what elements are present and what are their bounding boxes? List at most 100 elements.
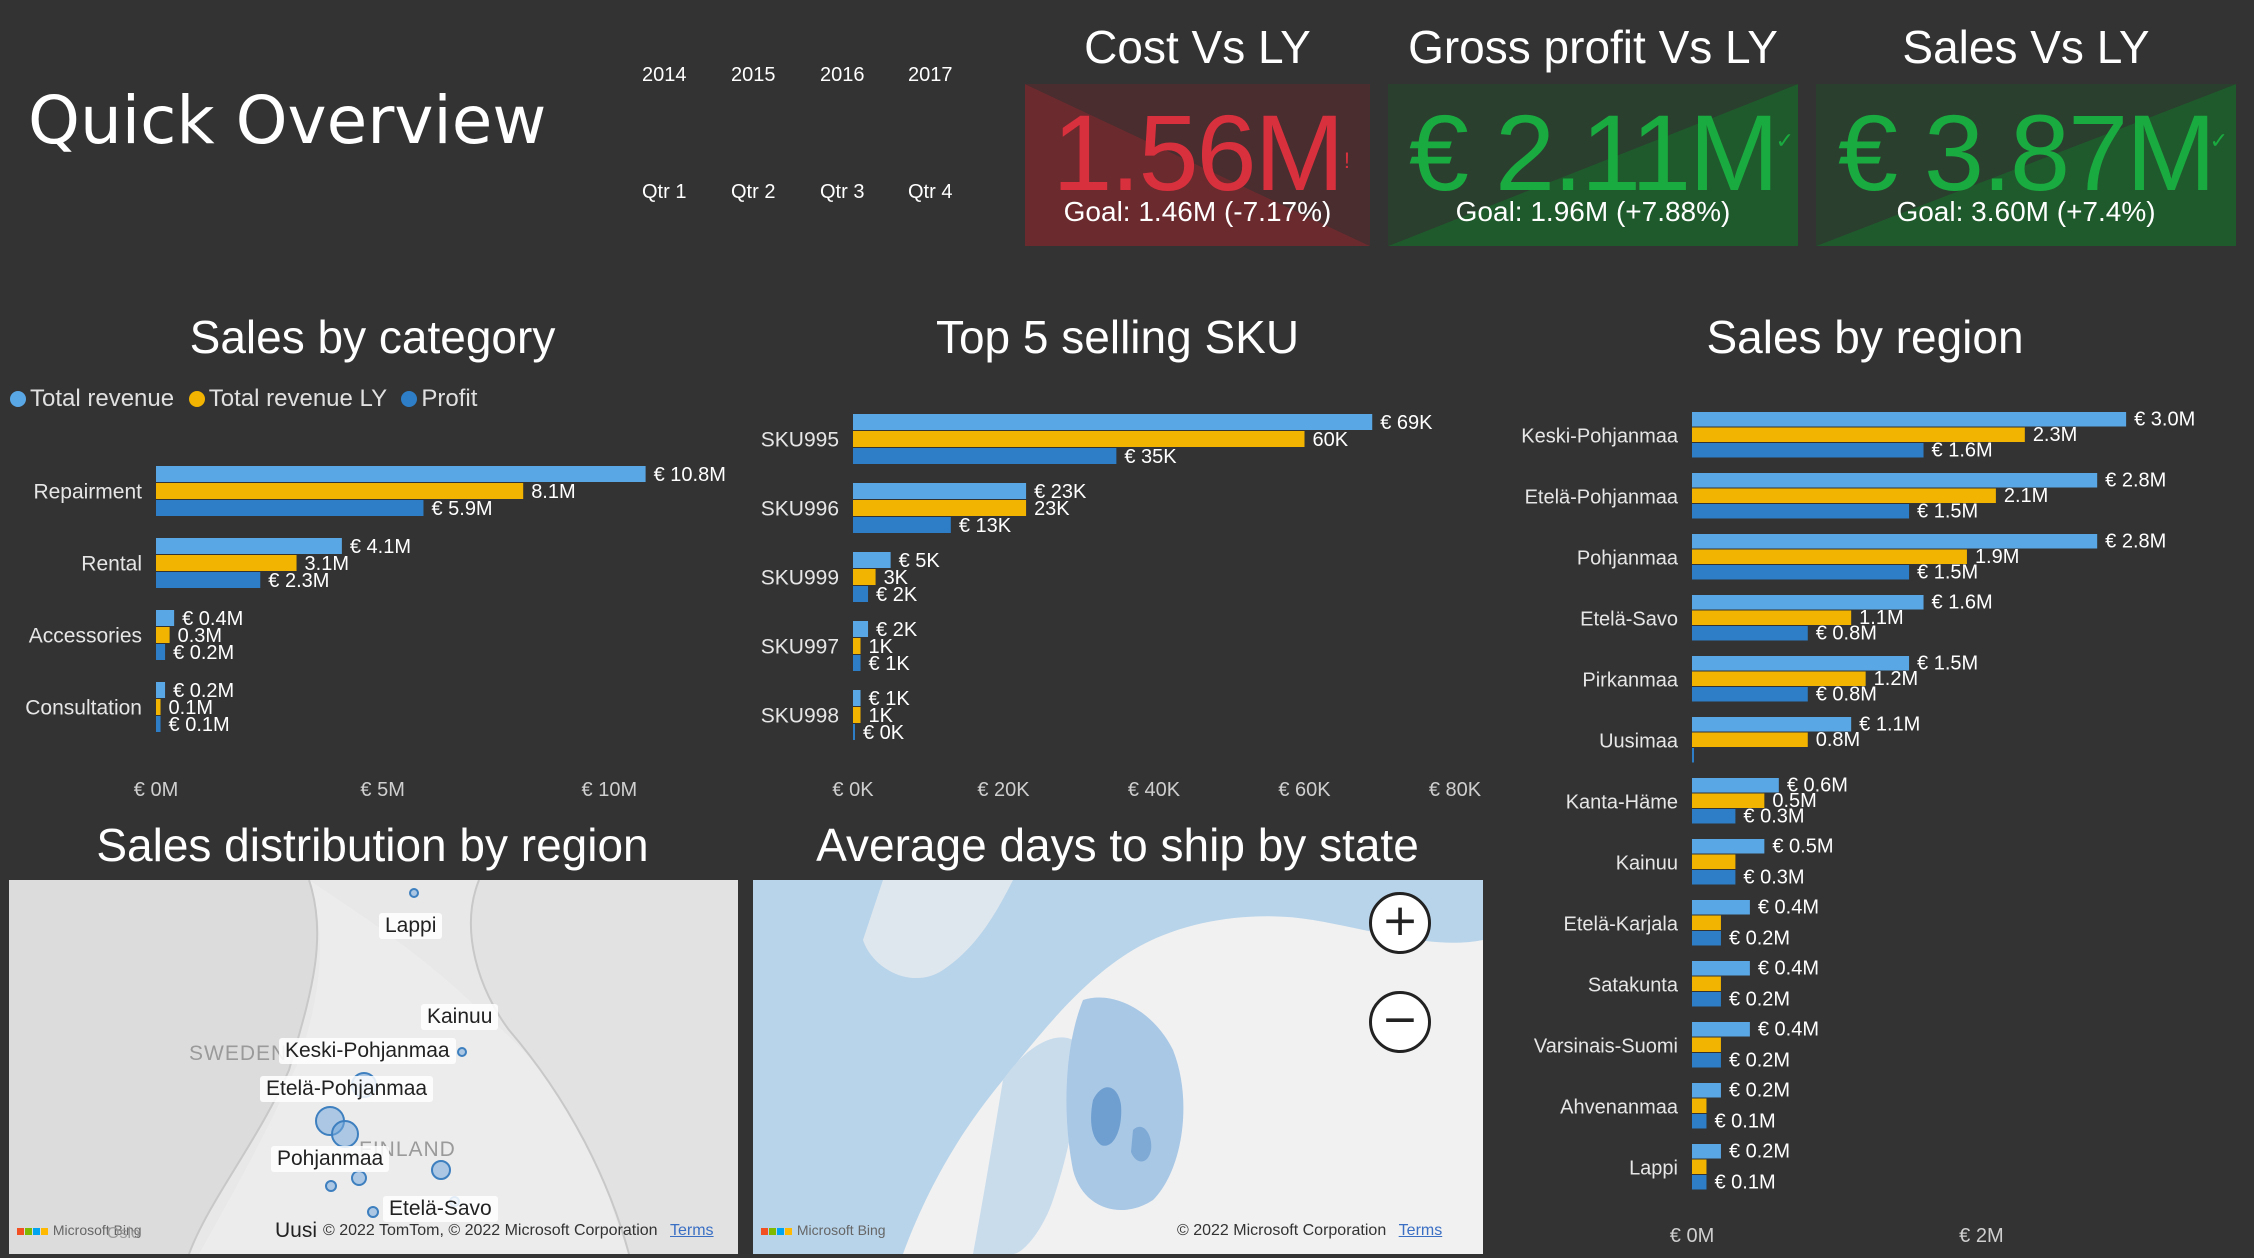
bar-total-revenue[interactable] [1692, 534, 2098, 549]
bar-total-revenue-ly[interactable] [853, 707, 861, 723]
terms-link[interactable]: Terms [670, 1222, 714, 1239]
sales-by-category-chart[interactable]: Repairment € 10.8M 8.1M € 5.9M Rental € 4.1M3… [0, 440, 745, 810]
bar-total-revenue[interactable] [1692, 961, 1750, 976]
bar-total-revenue[interactable] [1692, 1022, 1750, 1037]
bar-total-revenue-ly[interactable] [1692, 854, 1736, 870]
map-bubble[interactable] [367, 1206, 379, 1218]
year-slicer-2014[interactable]: 2014 [642, 64, 687, 86]
bar-profit[interactable] [1692, 1175, 1707, 1190]
zoom-in-button[interactable]: + [1369, 892, 1431, 954]
bar-total-revenue[interactable] [1692, 1144, 1721, 1159]
bar-total-revenue-ly[interactable] [1692, 549, 1967, 565]
bar-total-revenue-ly[interactable] [1692, 1037, 1721, 1053]
bar-profit[interactable] [1692, 992, 1721, 1007]
legend-item-total-revenue-ly[interactable]: Total revenue LY [188, 385, 387, 412]
bar-total-revenue-ly[interactable] [1692, 671, 1866, 687]
bar-total-revenue-ly[interactable] [853, 638, 861, 654]
map-label-uusimaa: Uusi [275, 1219, 318, 1242]
bar-total-revenue[interactable] [853, 552, 891, 568]
bar-total-revenue-ly[interactable] [156, 699, 161, 715]
kpi-gross-profit-vs-ly[interactable]: Gross profit Vs LY € 2.11M ✓ Goal: 1.96M… [1388, 20, 1798, 246]
bar-total-revenue-ly[interactable] [853, 431, 1305, 447]
bar-profit[interactable] [156, 572, 261, 588]
map-bubble[interactable] [409, 888, 419, 898]
bar-total-revenue[interactable] [1692, 717, 1852, 732]
map-bubble[interactable] [431, 1160, 451, 1180]
bar-total-revenue-ly[interactable] [1692, 1159, 1707, 1175]
category-label: Pirkanmaa [1582, 669, 1678, 691]
bar-total-revenue[interactable] [1692, 839, 1765, 854]
bar-total-revenue[interactable] [156, 610, 175, 626]
bar-profit[interactable] [1692, 687, 1808, 702]
bar-profit[interactable] [853, 448, 1117, 464]
bar-total-revenue-ly[interactable] [1692, 610, 1852, 626]
bar-total-revenue-ly[interactable] [156, 555, 297, 571]
legend-item-total-revenue[interactable]: Total revenue [10, 385, 174, 412]
bar-total-revenue-ly[interactable] [1692, 488, 1996, 504]
zoom-out-button[interactable]: − [1369, 991, 1431, 1053]
bar-profit[interactable] [1692, 1114, 1707, 1129]
bar-profit[interactable] [156, 500, 424, 516]
bar-profit[interactable] [156, 716, 161, 732]
bar-total-revenue-ly[interactable] [853, 569, 876, 585]
map-bubble[interactable] [331, 1120, 359, 1148]
year-slicer-2017[interactable]: 2017 [908, 64, 953, 86]
bar-profit[interactable] [853, 655, 861, 671]
bar-total-revenue-ly[interactable] [853, 500, 1027, 516]
days-to-ship-map[interactable]: + − Microsoft Bing © 2022 Microsoft Corp… [753, 880, 1483, 1254]
bar-profit[interactable] [853, 586, 869, 602]
bar-profit[interactable] [1692, 748, 1694, 763]
bar-total-revenue[interactable] [853, 414, 1373, 430]
bar-total-revenue-ly[interactable] [1692, 732, 1808, 748]
quarter-slicer-4[interactable]: Qtr 4 [908, 181, 953, 203]
bar-total-revenue-ly[interactable] [1692, 976, 1721, 992]
kpi-sales-vs-ly[interactable]: Sales Vs LY € 3.87M ✓ Goal: 3.60M (+7.4%… [1816, 20, 2236, 246]
terms-link[interactable]: Terms [1398, 1222, 1443, 1239]
bar-total-revenue[interactable] [156, 466, 646, 482]
bar-total-revenue-ly[interactable] [1692, 427, 2025, 443]
map-bubble[interactable] [457, 1047, 467, 1057]
year-slicer-2015[interactable]: 2015 [731, 64, 776, 86]
bar-profit[interactable] [1692, 565, 1910, 580]
bar-total-revenue[interactable] [1692, 656, 1910, 671]
bar-profit[interactable] [1692, 626, 1808, 641]
bar-total-revenue[interactable] [853, 483, 1027, 499]
bar-total-revenue-ly[interactable] [1692, 915, 1721, 931]
bar-profit[interactable] [1692, 1053, 1721, 1068]
bar-total-revenue[interactable] [1692, 900, 1750, 915]
bar-profit[interactable] [853, 724, 855, 740]
bar-total-revenue[interactable] [156, 682, 166, 698]
bar-total-revenue-ly[interactable] [156, 627, 170, 643]
bar-total-revenue-ly[interactable] [1692, 793, 1765, 809]
bar-profit[interactable] [853, 517, 951, 533]
sales-by-region-chart[interactable]: Keski-Pohjanmaa € 3.0M 2.3M € 1.6M Etelä-Poh… [1490, 400, 2254, 1258]
bar-total-revenue[interactable] [853, 621, 869, 637]
quarter-slicer-3[interactable]: Qtr 3 [820, 181, 865, 203]
year-slicer-2016[interactable]: 2016 [820, 64, 865, 86]
x-tick-label: € 2M [1959, 1225, 2003, 1247]
bar-total-revenue-ly[interactable] [156, 483, 524, 499]
bar-total-revenue[interactable] [1692, 778, 1779, 793]
bar-profit[interactable] [1692, 443, 1924, 458]
bar-profit[interactable] [1692, 504, 1910, 519]
sales-distribution-map[interactable]: SWEDEN FINLAND Lappi Kainuu Keski-Pohjan… [9, 880, 738, 1254]
bar-total-revenue[interactable] [156, 538, 342, 554]
bar-profit[interactable] [156, 644, 166, 660]
bar-total-revenue[interactable] [1692, 412, 2127, 427]
map-bubble[interactable] [351, 1170, 367, 1186]
kpi-cost-vs-ly[interactable]: Cost Vs LY 1.56M ! Goal: 1.46M (-7.17%) [1025, 20, 1370, 246]
bar-profit[interactable] [1692, 931, 1721, 946]
bar-total-revenue-ly[interactable] [1692, 1098, 1707, 1114]
legend-item-profit[interactable]: Profit [401, 385, 477, 412]
bar-total-revenue[interactable] [1692, 473, 2098, 488]
quarter-slicer-1[interactable]: Qtr 1 [642, 181, 687, 203]
quarter-slicer-2[interactable]: Qtr 2 [731, 181, 776, 203]
map-copyright: © 2022 Microsoft Corporation Terms [1177, 1222, 1443, 1239]
bar-profit[interactable] [1692, 809, 1736, 824]
bar-total-revenue[interactable] [1692, 595, 1924, 610]
bar-profit[interactable] [1692, 870, 1736, 885]
map-bubble[interactable] [325, 1180, 337, 1192]
bar-total-revenue[interactable] [853, 690, 861, 706]
bar-total-revenue[interactable] [1692, 1083, 1721, 1098]
